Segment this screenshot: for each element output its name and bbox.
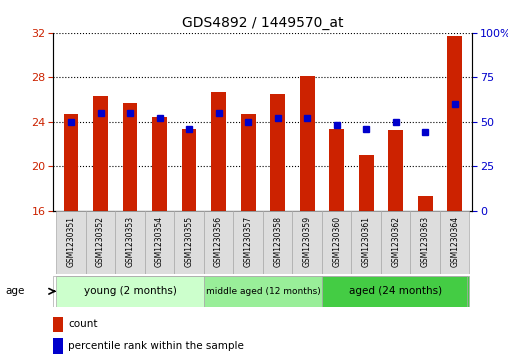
Text: count: count — [69, 319, 98, 329]
Bar — [56, 211, 86, 274]
Bar — [152, 117, 167, 211]
Text: GSM1230356: GSM1230356 — [214, 216, 223, 267]
Text: GSM1230361: GSM1230361 — [362, 216, 371, 266]
Bar — [53, 317, 64, 332]
Title: GDS4892 / 1449570_at: GDS4892 / 1449570_at — [182, 16, 343, 30]
Text: age: age — [5, 286, 24, 296]
Bar — [204, 211, 233, 274]
Text: GSM1230359: GSM1230359 — [303, 216, 312, 267]
Text: GSM1230364: GSM1230364 — [450, 216, 459, 267]
Text: percentile rank within the sample: percentile rank within the sample — [69, 341, 244, 351]
Text: GSM1230351: GSM1230351 — [67, 216, 76, 266]
Text: GSM1230353: GSM1230353 — [125, 216, 135, 267]
Bar — [233, 211, 263, 274]
Bar — [204, 276, 322, 307]
Text: GSM1230352: GSM1230352 — [96, 216, 105, 266]
Text: GSM1230355: GSM1230355 — [184, 216, 194, 267]
Bar — [293, 211, 322, 274]
Bar — [64, 114, 78, 211]
Bar — [410, 211, 440, 274]
Bar — [388, 131, 403, 211]
Bar — [241, 114, 256, 211]
Bar — [56, 276, 204, 307]
Text: GSM1230360: GSM1230360 — [332, 216, 341, 267]
Bar — [322, 211, 352, 274]
Bar — [86, 211, 115, 274]
Bar — [263, 211, 293, 274]
Text: GSM1230354: GSM1230354 — [155, 216, 164, 267]
Bar — [300, 76, 314, 211]
Bar — [448, 36, 462, 211]
Bar — [322, 276, 469, 307]
Text: GSM1230363: GSM1230363 — [421, 216, 430, 267]
Text: middle aged (12 months): middle aged (12 months) — [206, 287, 320, 296]
Bar — [352, 211, 381, 274]
Bar — [211, 91, 226, 211]
Bar — [381, 211, 410, 274]
Bar — [93, 96, 108, 211]
Bar — [182, 129, 197, 211]
Bar — [270, 94, 285, 211]
Bar — [329, 129, 344, 211]
Bar — [359, 155, 373, 211]
Text: young (2 months): young (2 months) — [84, 286, 176, 296]
Bar — [174, 211, 204, 274]
Text: GSM1230358: GSM1230358 — [273, 216, 282, 266]
Text: aged (24 months): aged (24 months) — [349, 286, 442, 296]
Text: GSM1230362: GSM1230362 — [391, 216, 400, 266]
Bar — [115, 211, 145, 274]
Bar — [440, 211, 469, 274]
Bar — [53, 338, 64, 354]
Bar — [145, 211, 174, 274]
Bar — [418, 196, 433, 211]
Text: GSM1230357: GSM1230357 — [244, 216, 252, 267]
Bar — [123, 103, 138, 211]
